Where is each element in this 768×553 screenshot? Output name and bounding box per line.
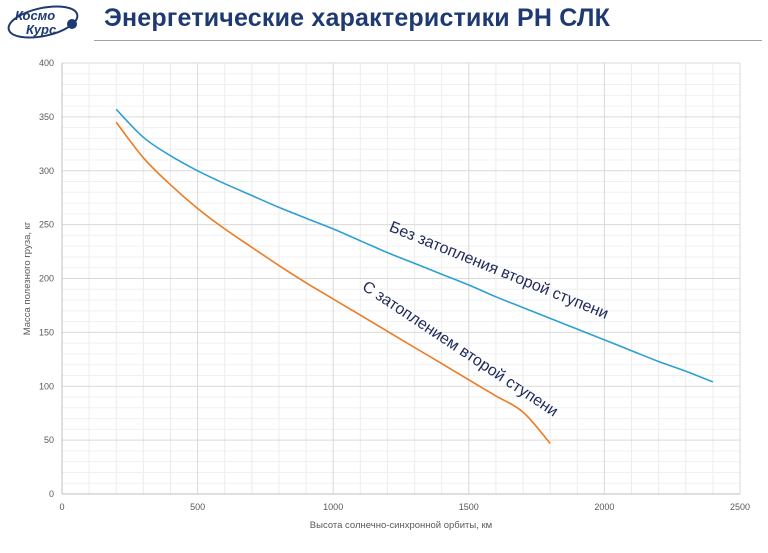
axes (61, 63, 740, 495)
y-tick-label: 300 (39, 166, 54, 176)
series-annotation-with-flooding: С затоплением второй ступени (359, 278, 561, 420)
y-tick-label: 150 (39, 327, 54, 337)
x-axis-title: Высота солнечно-синхронной орбиты, км (310, 520, 492, 531)
y-tick-label: 50 (44, 435, 54, 445)
series-line-without-flooding (115, 108, 714, 383)
x-tick-label: 500 (190, 502, 205, 512)
y-tick-labels: 0 50 100 150 200 250 300 350 400 (39, 58, 54, 499)
logo-text-line2: Курс (26, 22, 57, 37)
y-tick-label: 100 (39, 381, 54, 391)
y-tick-label: 400 (39, 58, 54, 68)
series-lines (115, 108, 714, 444)
x-tick-label: 2000 (594, 502, 614, 512)
slide-title: Энергетические характеристики РН СЛК (104, 4, 611, 32)
y-tick-label: 0 (49, 489, 54, 499)
series-line-with-flooding (115, 121, 551, 444)
x-tick-label: 1500 (459, 502, 479, 512)
header-divider (94, 40, 762, 41)
y-tick-label: 250 (39, 220, 54, 230)
kosmokurs-logo: Космо Курс (6, 4, 84, 40)
x-tick-label: 2500 (730, 502, 750, 512)
y-tick-label: 350 (39, 112, 54, 122)
x-tick-label: 1000 (323, 502, 343, 512)
x-tick-labels: 0 500 1000 1500 2000 2500 (59, 502, 750, 512)
x-tick-label: 0 (59, 502, 64, 512)
logo-graphic: Космо Курс (7, 5, 79, 39)
logo-text-line1: Космо (15, 8, 55, 23)
payload-chart: 0 50 100 150 200 250 300 350 400 0 500 1000 1500 200… (22, 58, 750, 531)
y-tick-label: 200 (39, 274, 54, 284)
slide-header: Космо Курс Энергетические характеристики… (0, 0, 768, 44)
chart-area: 0 50 100 150 200 250 300 350 400 0 500 1000 1500 200… (0, 44, 768, 553)
y-axis-title: Масса полезного груза, кг (22, 221, 33, 335)
